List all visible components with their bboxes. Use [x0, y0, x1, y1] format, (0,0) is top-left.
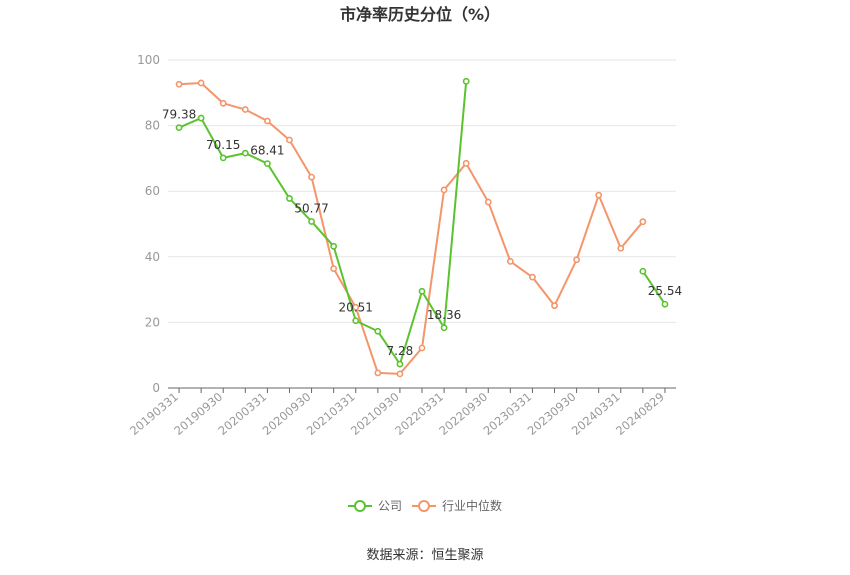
- legend-item-industry[interactable]: 行业中位数: [412, 498, 502, 513]
- series-line: [178, 81, 644, 375]
- series-company: [175, 77, 669, 368]
- data-point: [617, 244, 625, 252]
- data-point: [352, 303, 360, 311]
- legend[interactable]: 公司 行业中位数: [348, 498, 502, 513]
- data-point: [462, 77, 470, 85]
- data-point: [219, 154, 227, 162]
- x-tick-label: 20240829: [613, 390, 667, 438]
- data-point: [374, 369, 382, 377]
- data-point: [396, 360, 404, 368]
- series-industry: [175, 79, 647, 378]
- data-point: [374, 327, 382, 335]
- data-point: [241, 149, 249, 157]
- x-tick-label: 20220930: [436, 390, 490, 438]
- data-point: [219, 99, 227, 107]
- legend-label-company: 公司: [378, 499, 402, 513]
- data-point: [639, 218, 647, 226]
- series-layer: [175, 77, 669, 378]
- series-line: [178, 81, 468, 366]
- data-point: [529, 273, 536, 281]
- legend-marker-company: [354, 500, 366, 512]
- data-point: [462, 159, 470, 167]
- y-axis: 0 20 40 60 80 100: [137, 53, 160, 395]
- data-point: [286, 136, 293, 144]
- data-point: [308, 218, 315, 225]
- data-point: [661, 300, 669, 308]
- x-tick-label: 20210930: [348, 390, 402, 438]
- y-tick-label: 80: [145, 119, 160, 133]
- legend-label-industry: 行业中位数: [442, 498, 502, 513]
- data-label: 68.41: [250, 144, 284, 158]
- data-point: [286, 195, 293, 202]
- data-labels: 79.38 70.15 68.41 50.77 20.51 7.28 18.36 25.54: [162, 108, 682, 358]
- x-axis: 2019033120190930202003312020093020210331…: [127, 387, 676, 438]
- data-point: [352, 317, 360, 325]
- data-point: [308, 173, 315, 181]
- y-tick-label: 40: [145, 250, 160, 264]
- x-tick-label: 20200930: [260, 390, 314, 438]
- y-tick-label: 60: [145, 184, 160, 198]
- x-tick-label: 20240331: [569, 390, 623, 438]
- data-point: [506, 257, 514, 265]
- series-line: [642, 270, 666, 305]
- data-point: [440, 186, 448, 194]
- x-tick-label: 20190331: [127, 390, 181, 438]
- data-point: [197, 114, 205, 122]
- legend-marker-industry: [418, 500, 430, 512]
- data-label: 70.15: [206, 138, 240, 152]
- data-point: [263, 160, 271, 168]
- data-point: [484, 198, 492, 206]
- data-label: 7.28: [387, 344, 414, 358]
- x-tick-label: 20200331: [215, 390, 269, 438]
- chart-title: 市净率历史分位（%）: [340, 5, 500, 24]
- data-label: 18.36: [427, 308, 461, 322]
- data-point: [241, 106, 249, 113]
- legend-item-company[interactable]: 公司: [348, 499, 402, 513]
- data-point: [440, 324, 448, 332]
- data-point: [197, 79, 205, 87]
- data-point: [263, 117, 271, 125]
- data-point: [330, 265, 338, 273]
- x-tick-label: 20190930: [171, 390, 225, 438]
- y-tick-label: 100: [137, 53, 160, 67]
- data-point: [418, 344, 426, 352]
- x-tick-label: 20210331: [304, 390, 358, 438]
- data-point: [418, 287, 426, 295]
- data-point: [330, 242, 338, 250]
- data-label: 20.51: [339, 301, 373, 315]
- data-point: [551, 302, 558, 310]
- y-tick-label: 0: [152, 381, 160, 395]
- data-point: [639, 267, 647, 275]
- x-tick-label: 20220331: [392, 390, 446, 438]
- data-label: 50.77: [294, 201, 328, 215]
- grid: [168, 59, 676, 323]
- data-point: [595, 191, 603, 199]
- data-point: [175, 80, 183, 88]
- x-tick-label: 20230331: [481, 390, 535, 438]
- y-tick-label: 20: [145, 315, 160, 329]
- data-point: [573, 256, 581, 264]
- data-source: 数据来源：恒生聚源: [366, 548, 483, 563]
- data-point: [396, 370, 404, 378]
- x-tick-label: 20230930: [525, 390, 579, 438]
- data-label: 25.54: [648, 284, 682, 298]
- data-label: 79.38: [162, 108, 196, 122]
- data-point: [175, 124, 183, 132]
